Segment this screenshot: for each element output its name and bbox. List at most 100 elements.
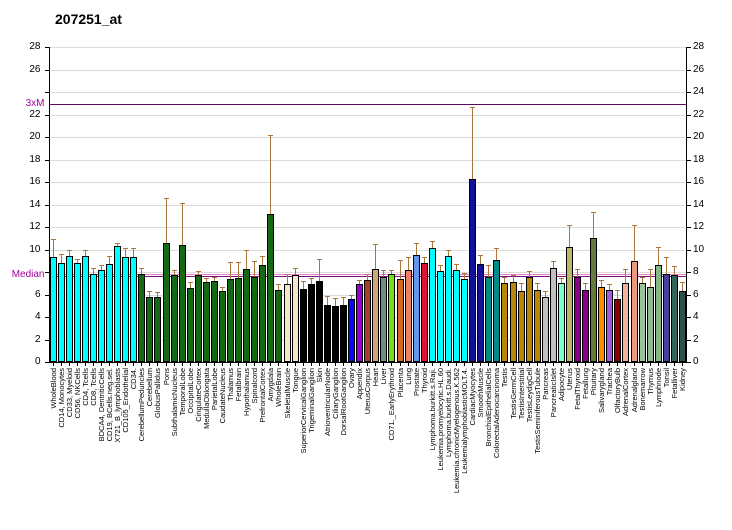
bar bbox=[469, 178, 477, 362]
error-bar bbox=[286, 274, 288, 285]
y-tick bbox=[687, 159, 691, 161]
bar bbox=[493, 259, 501, 362]
error-bar-cap bbox=[74, 258, 80, 260]
bar bbox=[582, 290, 590, 362]
error-bar-cap bbox=[163, 197, 169, 199]
y-tick-label-right: 12 bbox=[693, 221, 705, 232]
bar bbox=[186, 287, 194, 362]
gridline bbox=[48, 272, 686, 273]
bar bbox=[541, 296, 549, 362]
error-bar bbox=[391, 269, 393, 275]
error-bar-cap bbox=[397, 259, 403, 261]
error-bar-cap bbox=[211, 276, 217, 278]
y-tick bbox=[687, 249, 691, 251]
x-axis-tick bbox=[609, 362, 611, 366]
y-tick-label-right: 16 bbox=[693, 176, 705, 187]
y-tick-label-right: 8 bbox=[693, 266, 699, 277]
bar bbox=[638, 283, 646, 362]
error-bar-cap bbox=[292, 267, 298, 269]
bar bbox=[73, 263, 81, 362]
error-bar bbox=[310, 277, 312, 285]
bar bbox=[622, 283, 630, 362]
bar bbox=[162, 242, 170, 362]
error-bar-cap bbox=[316, 258, 322, 260]
error-bar bbox=[230, 261, 232, 279]
x-axis-tick bbox=[480, 362, 482, 366]
error-bar-cap bbox=[623, 268, 629, 270]
error-bar bbox=[641, 276, 643, 284]
error-bar bbox=[472, 106, 474, 179]
error-bar bbox=[60, 254, 62, 263]
error-bar bbox=[399, 259, 401, 279]
bar bbox=[444, 256, 452, 362]
bar bbox=[49, 257, 57, 362]
error-bar-cap bbox=[284, 274, 290, 276]
bar bbox=[170, 275, 178, 362]
error-bar bbox=[536, 283, 538, 290]
x-axis-tick bbox=[117, 362, 119, 366]
y-tick-label-left: 12 bbox=[29, 221, 41, 232]
x-tick-label: Kidney bbox=[677, 368, 687, 391]
error-bar-cap bbox=[308, 277, 314, 279]
bar bbox=[412, 255, 420, 362]
error-bar-cap bbox=[647, 268, 653, 270]
error-bar bbox=[165, 197, 167, 243]
error-bar bbox=[431, 240, 433, 249]
error-bar-cap bbox=[655, 247, 661, 249]
y-tick bbox=[44, 204, 49, 206]
error-bar bbox=[552, 260, 554, 268]
x-axis-tick bbox=[133, 362, 135, 366]
error-bar bbox=[68, 249, 70, 257]
error-bar-cap bbox=[219, 286, 225, 288]
bar bbox=[356, 284, 364, 362]
error-bar bbox=[681, 282, 683, 292]
bar bbox=[428, 248, 436, 362]
gridline bbox=[48, 249, 686, 251]
x-axis-tick bbox=[431, 362, 433, 366]
error-bar bbox=[593, 212, 595, 239]
y-tick bbox=[687, 204, 691, 206]
error-bar-cap bbox=[575, 268, 581, 270]
y-tick bbox=[44, 69, 49, 71]
bar bbox=[146, 296, 154, 362]
x-axis-tick bbox=[577, 362, 579, 366]
y-tick bbox=[687, 294, 691, 296]
y-axis-left bbox=[48, 47, 50, 362]
gridline bbox=[48, 92, 686, 93]
x-axis-tick bbox=[633, 362, 635, 366]
bar bbox=[477, 264, 485, 362]
y-tick-label-right: 0 bbox=[693, 356, 699, 367]
bar bbox=[654, 265, 662, 362]
error-bar-cap bbox=[462, 273, 468, 275]
x-axis bbox=[48, 362, 687, 363]
error-bar bbox=[125, 248, 127, 258]
bar bbox=[259, 265, 267, 362]
bar bbox=[485, 276, 493, 362]
bar bbox=[323, 304, 331, 362]
bar bbox=[65, 256, 73, 362]
y-tick bbox=[687, 182, 691, 183]
error-bar-cap bbox=[187, 282, 193, 284]
y-tick-label-left: 0 bbox=[34, 356, 41, 367]
error-bar bbox=[109, 256, 111, 265]
bar bbox=[533, 290, 541, 362]
x-axis-tick bbox=[544, 362, 546, 366]
bar bbox=[678, 291, 686, 362]
y-tick bbox=[687, 114, 691, 116]
error-bar-cap bbox=[268, 134, 274, 136]
error-bar-cap bbox=[437, 265, 443, 267]
y-tick bbox=[44, 137, 49, 138]
error-bar-cap bbox=[615, 290, 621, 291]
x-axis-tick bbox=[262, 362, 264, 366]
x-axis-tick bbox=[181, 362, 183, 366]
error-bar-cap bbox=[147, 291, 153, 293]
x-axis-tick bbox=[68, 362, 70, 366]
bar bbox=[202, 282, 210, 362]
y-tick bbox=[44, 294, 49, 296]
error-bar bbox=[617, 290, 619, 299]
x-axis-tick bbox=[552, 362, 554, 366]
error-bar-cap bbox=[276, 284, 282, 286]
y-tick bbox=[44, 362, 49, 363]
bar bbox=[251, 276, 259, 362]
